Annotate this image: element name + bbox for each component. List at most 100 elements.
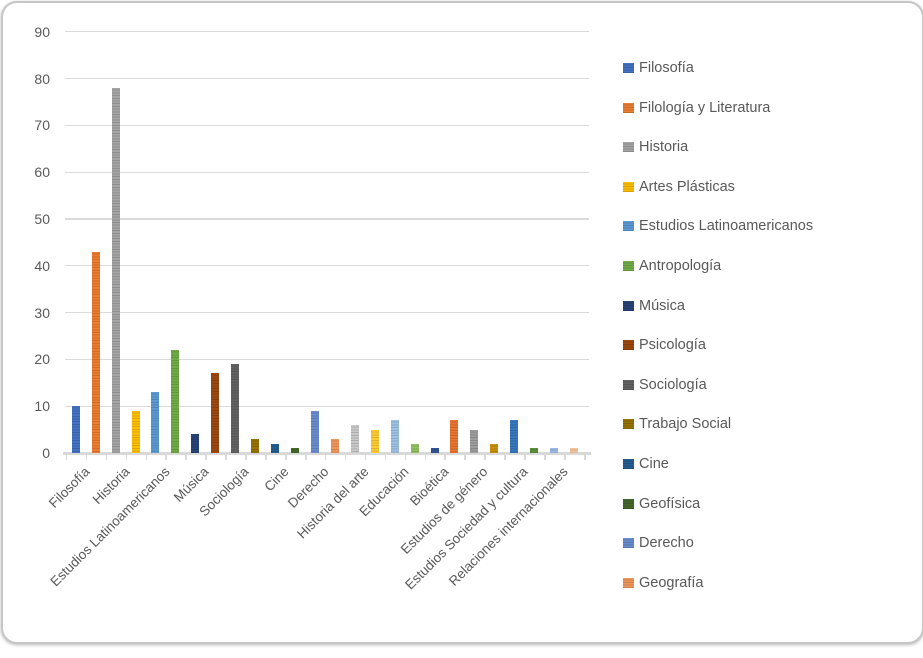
gridline [65,358,589,361]
legend-label: Estudios Latinoamericanos [639,218,814,235]
x-axis-tick [185,455,187,460]
bar-trabajo-social [251,438,260,453]
y-axis-tick-label: 80 [34,70,50,87]
legend-swatch [623,459,634,469]
bar-historia [111,87,120,453]
y-axis-tick-label: 90 [34,23,50,40]
bar-cine [271,443,280,453]
x-axis-tick [225,455,227,460]
x-axis-tick [145,455,148,460]
legend-swatch [623,577,634,588]
gridline [65,124,589,127]
bar-artes-plásticas [131,410,140,453]
bar-relaciones-internacionales [550,448,559,453]
legend-label: Música [639,297,685,314]
legend-label: Filología y Literatura [639,99,771,116]
bar-antropología [171,350,180,453]
gridline [65,311,589,314]
gridline [65,31,589,33]
bar-estudios-de-género [470,429,479,453]
bar-bioética [430,448,439,453]
gridline [65,405,589,407]
bar [370,429,379,453]
x-axis-tick [285,455,287,460]
legend-swatch [623,419,634,430]
legend-swatch [623,181,634,192]
gridline [65,171,589,173]
y-axis-tick-label: 60 [34,164,50,181]
legend-swatch [623,538,634,549]
legend-label: Cine [639,456,669,472]
y-axis-tick-label: 30 [34,304,50,321]
x-axis-category-label: Estudios Sociedad y cultura [402,464,531,593]
bar-filología-y-literatura [91,251,100,453]
legend-label: Historia [639,139,689,156]
x-axis-tick [384,455,387,460]
y-axis-tick-label: 40 [34,257,50,274]
x-axis-tick [344,455,347,460]
bar [530,448,539,453]
x-axis-line [63,452,591,455]
x-axis-tick [65,455,68,460]
gridline [65,265,589,267]
x-axis-tick [504,455,506,460]
legend-label: Trabajo Social [639,416,732,433]
chart-card: 90 80 70 60 50 40 30 20 10 0 Filosofía Historia Estu… [1,1,923,644]
x-axis-tick [444,455,447,460]
x-axis-tick [364,455,367,460]
legend-label: Artes Plásticas [639,178,735,195]
legend-swatch [623,63,634,73]
x-axis-tick [484,455,486,460]
x-axis-tick [205,455,207,460]
x-axis-tick [165,455,168,460]
bar [570,448,578,453]
bar [410,443,419,453]
bar-estudios-latinoamericanos [151,392,160,453]
bar [450,420,459,453]
legend-swatch [623,142,634,153]
y-axis-tick-label: 20 [34,351,50,368]
legend-label: Psicología [639,337,706,354]
x-axis-tick [324,455,327,460]
legend-label: Antropología [639,258,722,274]
legend-label: Geofísica [639,495,701,512]
x-axis-tick [564,455,566,460]
legend-swatch [623,379,634,390]
legend-label: Geografía [639,574,704,591]
x-axis-tick [464,455,466,460]
y-axis-tick-label: 70 [34,117,50,134]
bar-sociología [231,364,240,453]
x-axis-tick [524,455,526,460]
x-axis-tick [583,455,586,460]
legend-label: Filosofía [639,60,694,76]
x-axis-tick [85,455,88,460]
x-axis-category-label: Relaciones internacionales [445,464,571,589]
legend-swatch [623,300,634,311]
legend-swatch [623,261,634,271]
x-axis-tick [404,455,407,460]
legend-swatch [623,340,634,351]
bar-psicología [211,373,220,453]
gridline [65,77,589,80]
y-axis-tick-label: 10 [34,398,50,415]
x-axis-tick [265,455,267,460]
legend-swatch [623,221,634,232]
bar-historia-del-arte [350,424,359,453]
gridline [65,218,589,220]
x-axis-tick [105,455,108,460]
legend-label: Sociología [639,376,707,393]
x-axis-tick [544,455,546,460]
x-axis-tick [424,455,427,460]
bar [490,443,499,453]
bar-geofísica [290,448,299,453]
x-axis-tick [125,455,128,460]
bar-filosofía [71,406,80,453]
legend-label: Derecho [639,535,694,552]
y-axis-tick-label: 0 [42,445,50,461]
legend-swatch [623,498,634,509]
bar-geografía [330,438,339,453]
plot-area: 90 80 70 60 50 40 30 20 10 0 Filosofía Historia Estu… [3,3,922,642]
x-axis-tick [304,455,307,460]
bar-derecho [310,410,319,453]
bar-educación [390,420,399,453]
